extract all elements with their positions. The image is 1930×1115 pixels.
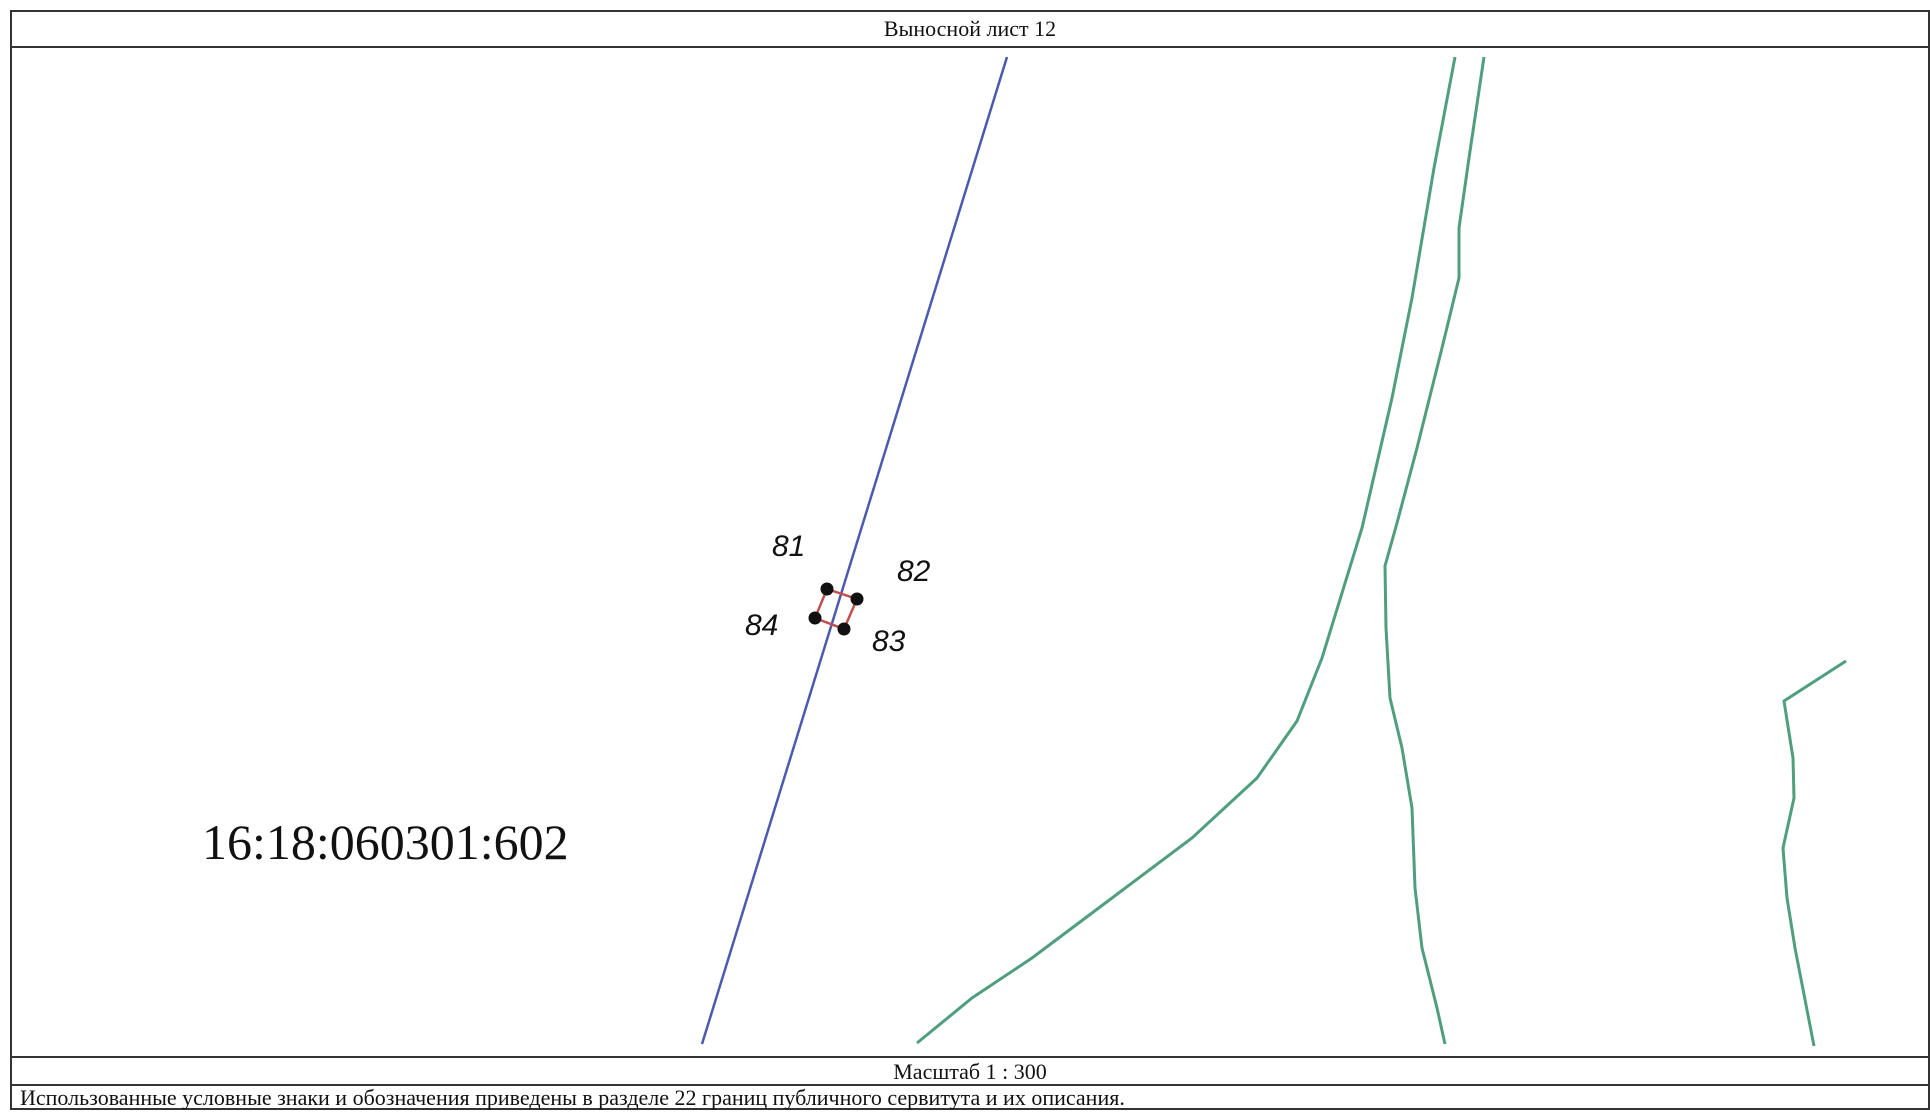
green-line-right: [1781, 659, 1847, 1047]
parcel-number-label: 16:18:060301:602: [202, 814, 569, 870]
green-line-center: [1383, 56, 1486, 1045]
point-marker-81: [820, 582, 834, 596]
blue-boundary-line: [700, 56, 1009, 1045]
scale-caption: Масштаб 1 : 300: [12, 1056, 1928, 1086]
map-sheet: Выносной лист 12 81 82 83 84 16:18:06030…: [10, 10, 1930, 1110]
point-label-84: 84: [745, 609, 778, 642]
point-marker-84: [808, 611, 822, 625]
point-marker-83: [837, 622, 851, 636]
point-marker-82: [850, 592, 864, 606]
map-area: 81 82 83 84 16:18:060301:602: [12, 48, 1928, 1056]
legend-note: Использованные условные знаки и обозначе…: [20, 1085, 1125, 1110]
point-label-83: 83: [872, 625, 906, 658]
point-label-81: 81: [772, 530, 805, 563]
map-canvas: 81 82 83 84 16:18:060301:602: [202, 56, 1847, 1047]
sheet-title: Выносной лист 12: [12, 12, 1928, 48]
green-line-left-branch: [916, 56, 1457, 1045]
point-label-82: 82: [897, 555, 931, 588]
